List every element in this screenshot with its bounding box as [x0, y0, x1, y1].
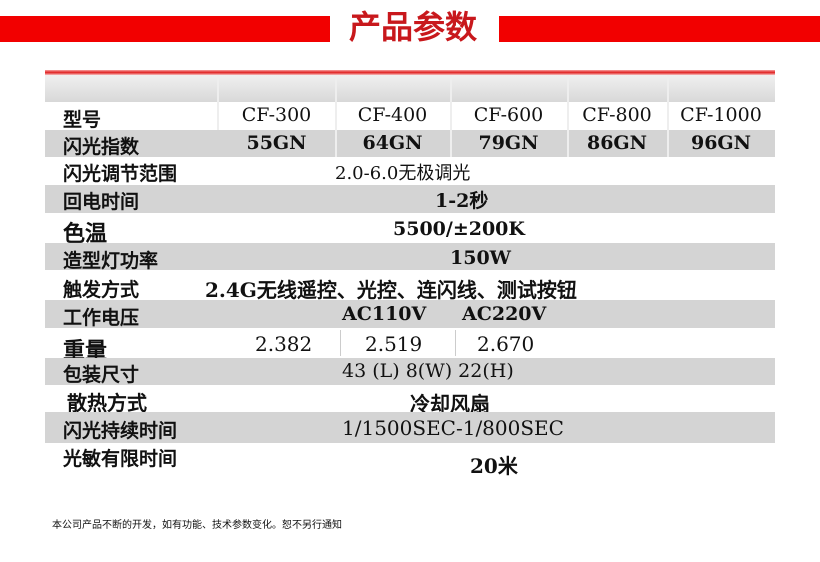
gn-2: 64GN	[362, 132, 423, 154]
model-3: CF-600	[473, 104, 544, 126]
row-duration: 闪光持续时间 1/1500SEC-1/800SEC	[45, 412, 775, 443]
gn-4: 86GN	[586, 132, 648, 154]
disclaimer-note: 本公司产品不断的开发，如有功能、技术参数变化。恕不另行通知	[52, 520, 342, 531]
table-top-line	[45, 70, 775, 75]
model-2: CF-400	[357, 104, 428, 126]
voltage-110: AC110V	[342, 303, 427, 325]
row-range: 闪光调节范围 2.0-6.0无极调光	[45, 157, 775, 185]
page-title: 产品参数	[348, 8, 477, 46]
title-bar-right	[499, 16, 820, 42]
value: 1/1500SEC-1/800SEC	[342, 416, 564, 440]
title-bar-left	[0, 16, 330, 42]
row-gn: 闪光指数 55GN 64GN 79GN 86GN 96GN	[45, 130, 775, 158]
value: 2.4G无线遥控、光控、连闪线、测试按钮	[205, 278, 577, 302]
label: 型号	[63, 109, 102, 131]
label: 回电时间	[63, 191, 140, 213]
row-voltage: 工作电压 AC110V AC220V	[45, 300, 775, 329]
label: 散热方式	[67, 391, 147, 415]
row-recycle: 回电时间 1-2秒	[45, 185, 775, 213]
model-1: CF-300	[241, 104, 312, 126]
label: 闪光调节范围	[63, 163, 178, 185]
label: 光敏有限时间	[63, 448, 178, 470]
label: 色温	[63, 222, 108, 247]
label: 造型灯功率	[63, 250, 159, 272]
model-4: CF-800	[582, 104, 652, 126]
label: 触发方式	[63, 279, 140, 301]
row-cooling: 散热方式 冷却风扇	[45, 385, 775, 416]
table-header	[45, 75, 775, 102]
row-trigger: 触发方式 2.4G无线遥控、光控、连闪线、测试按钮	[45, 270, 775, 302]
gn-3: 79GN	[478, 132, 539, 154]
weight-2: 2.519	[365, 332, 423, 356]
row-modeling: 造型灯功率 150W	[45, 243, 775, 272]
value: 1-2秒	[435, 190, 489, 212]
weight-1: 2.382	[255, 332, 313, 356]
weight-3: 2.670	[477, 332, 535, 356]
voltage-220: AC220V	[462, 303, 547, 325]
value: 5500/±200K	[393, 218, 525, 240]
row-model: 型号 CF-300 CF-400 CF-600 CF-800 CF-1000	[45, 102, 775, 131]
value: 150W	[450, 247, 511, 269]
row-sensor: 光敏有限时间 20米	[45, 443, 775, 478]
value: 2.0-6.0无极调光	[335, 163, 471, 184]
value: 43 (L) 8(W) 22(H)	[342, 360, 514, 382]
gn-5: 96GN	[690, 132, 752, 154]
row-temp: 色温 5500/±200K	[45, 213, 775, 247]
label: 包装尺寸	[63, 364, 140, 386]
row-package: 包装尺寸 43 (L) 8(W) 22(H)	[45, 358, 775, 386]
label: 工作电压	[63, 307, 140, 329]
value: 20米	[470, 454, 518, 478]
label: 闪光持续时间	[63, 420, 178, 442]
row-weight: 重量 2.382 2.519 2.670	[45, 328, 775, 364]
label: 闪光指数	[63, 136, 140, 158]
gn-1: 55GN	[246, 132, 307, 154]
model-5: CF-1000	[680, 104, 762, 126]
